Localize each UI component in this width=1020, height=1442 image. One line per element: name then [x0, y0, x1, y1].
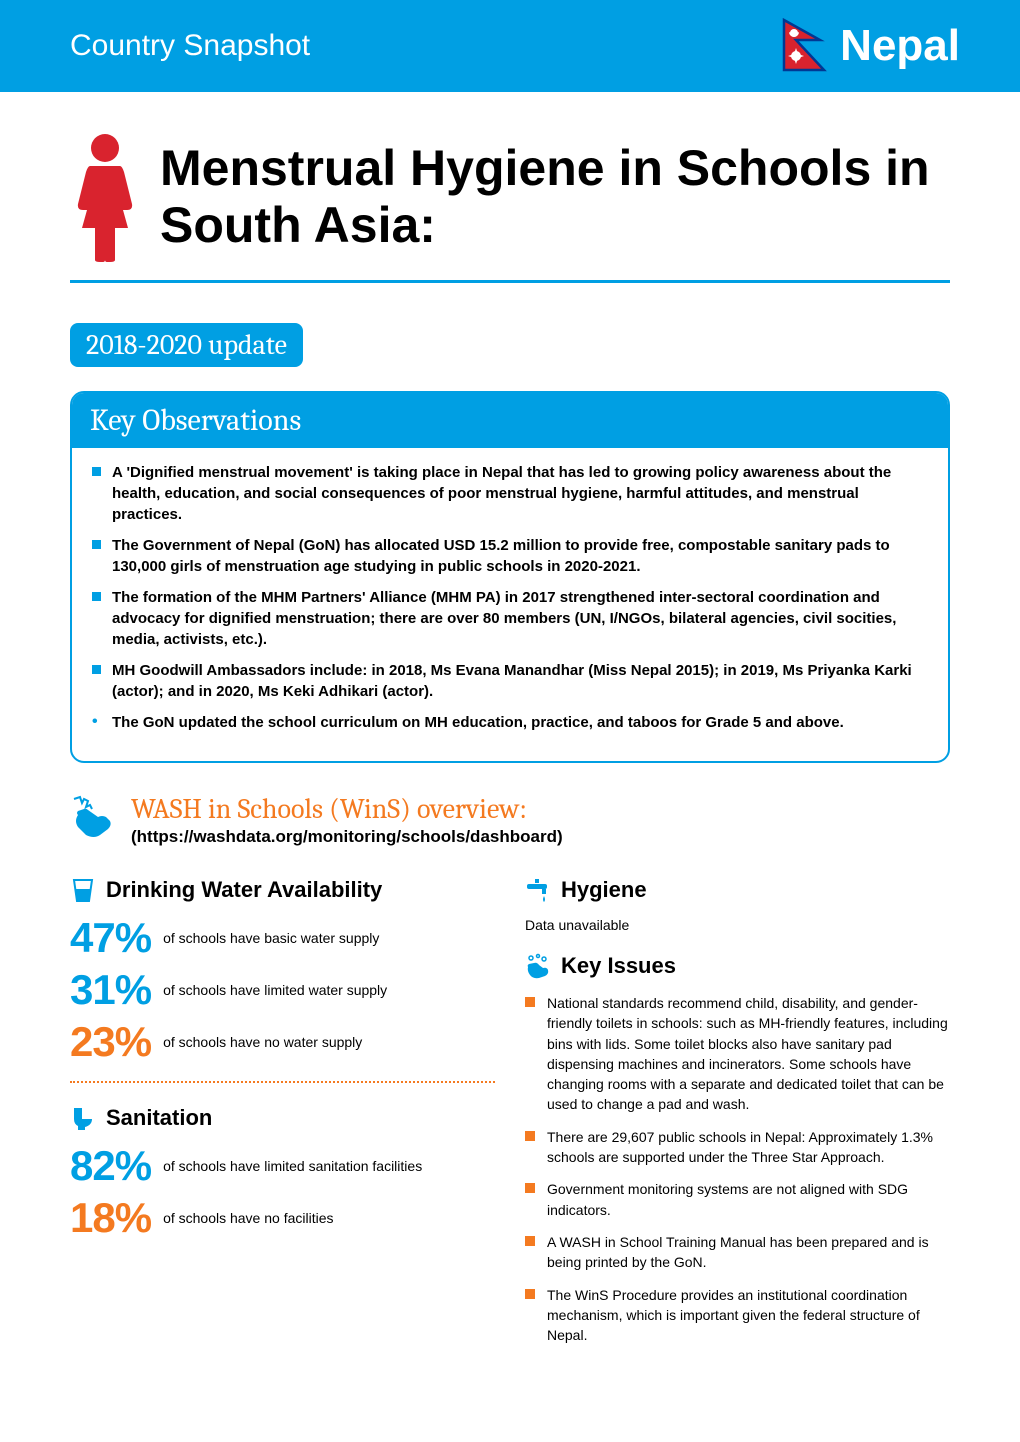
stat-pct: 31%: [70, 969, 151, 1011]
dotted-divider: [70, 1081, 495, 1083]
update-badge: 2018-2020 update: [70, 323, 303, 367]
soap-hands-icon: [525, 953, 551, 979]
right-column: Hygiene Data unavailable Key Issues Nati…: [525, 877, 950, 1357]
title-underline: [70, 280, 950, 283]
key-issue-item: Government monitoring systems are not al…: [525, 1179, 950, 1220]
stat-pct: 23%: [70, 1021, 151, 1063]
key-obs-item: The Government of Nepal (GoN) has alloca…: [92, 535, 928, 577]
key-observations-box: Key Observations A 'Dignified menstrual …: [70, 391, 950, 763]
stat-label: of schools have limited water supply: [163, 981, 387, 999]
stat-label: of schools have basic water supply: [163, 929, 379, 947]
stat-pct: 82%: [70, 1145, 151, 1187]
key-obs-item: A 'Dignified menstrual movement' is taki…: [92, 462, 928, 525]
stat-row: 82% of schools have limited sanitation f…: [70, 1145, 495, 1187]
key-observations-heading: Key Observations: [72, 393, 948, 448]
hygiene-label: Hygiene: [561, 877, 647, 903]
country-name: Nepal: [840, 21, 960, 71]
hygiene-data-text: Data unavailable: [525, 917, 950, 933]
header-bar: Country Snapshot Nepal: [0, 0, 1020, 92]
key-obs-item: The formation of the MHM Partners' Allia…: [92, 587, 928, 650]
key-issue-item: There are 29,607 public schools in Nepal…: [525, 1127, 950, 1168]
wash-title: WASH in Schools (WinS) overview:: [131, 793, 563, 825]
woman-icon: [70, 132, 140, 262]
drinking-water-label: Drinking Water Availability: [106, 877, 382, 903]
key-issue-item: National standards recommend child, disa…: [525, 993, 950, 1115]
stat-row: 23% of schools have no water supply: [70, 1021, 495, 1063]
key-obs-item: MH Goodwill Ambassadors include: in 2018…: [92, 660, 928, 702]
hygiene-heading: Hygiene: [525, 877, 950, 903]
content-area: Menstrual Hygiene in Schools in South As…: [0, 92, 1020, 1407]
glass-icon: [70, 877, 96, 903]
page: Country Snapshot Nepal Menstrual Hygiene…: [0, 0, 1020, 1407]
title-row: Menstrual Hygiene in Schools in South As…: [70, 132, 950, 262]
drinking-water-heading: Drinking Water Availability: [70, 877, 495, 903]
sanitation-heading: Sanitation: [70, 1105, 495, 1131]
nepal-flag-icon: [782, 18, 828, 74]
left-column: Drinking Water Availability 47% of schoo…: [70, 877, 495, 1357]
stat-label: of schools have no water supply: [163, 1033, 362, 1051]
wash-heading-row: WASH in Schools (WinS) overview: (https:…: [70, 793, 950, 847]
wash-url: (https://washdata.org/monitoring/schools…: [131, 827, 563, 847]
key-issue-item: A WASH in School Training Manual has bee…: [525, 1232, 950, 1273]
stat-row: 31% of schools have limited water supply: [70, 969, 495, 1011]
stat-row: 18% of schools have no facilities: [70, 1197, 495, 1239]
stat-pct: 18%: [70, 1197, 151, 1239]
key-issue-item: The WinS Procedure provides an instituti…: [525, 1285, 950, 1346]
main-title: Menstrual Hygiene in Schools in South As…: [160, 140, 950, 255]
wash-text-block: WASH in Schools (WinS) overview: (https:…: [131, 793, 563, 847]
stat-label: of schools have limited sanitation facil…: [163, 1157, 422, 1175]
stat-label: of schools have no facilities: [163, 1209, 333, 1227]
snapshot-label: Country Snapshot: [70, 29, 310, 63]
country-block: Nepal: [782, 18, 960, 74]
key-issues-label: Key Issues: [561, 953, 676, 979]
handwash-icon: [70, 795, 115, 840]
sanitation-label: Sanitation: [106, 1105, 212, 1131]
toilet-icon: [70, 1105, 96, 1131]
key-issues-list: National standards recommend child, disa…: [525, 993, 950, 1345]
key-issues-heading: Key Issues: [525, 953, 950, 979]
stats-columns: Drinking Water Availability 47% of schoo…: [70, 877, 950, 1357]
stat-row: 47% of schools have basic water supply: [70, 917, 495, 959]
tap-icon: [525, 877, 551, 903]
stat-pct: 47%: [70, 917, 151, 959]
key-observations-body: A 'Dignified menstrual movement' is taki…: [72, 448, 948, 761]
key-obs-item: The GoN updated the school curriculum on…: [92, 712, 928, 733]
